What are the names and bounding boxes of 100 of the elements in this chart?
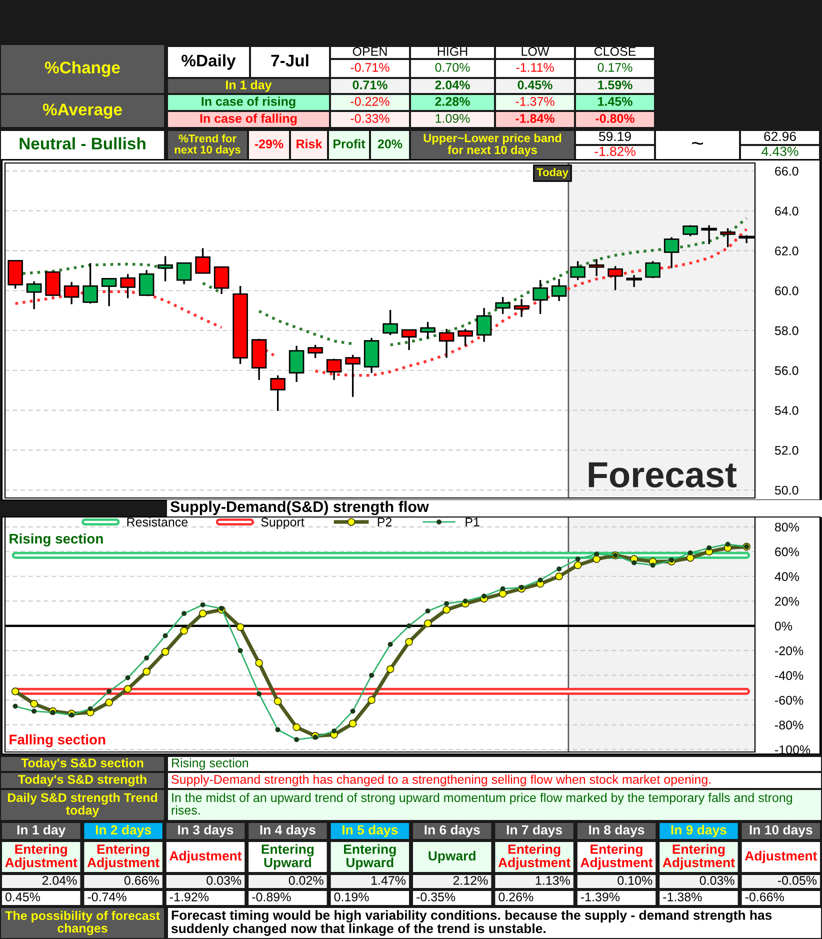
text: In 9 days xyxy=(671,824,726,838)
text: 1.47% xyxy=(372,876,406,885)
legend-label: Resistance xyxy=(127,517,188,526)
text: OPEN xyxy=(352,47,387,56)
text: -1.92% xyxy=(170,892,209,902)
text: In 2 days xyxy=(96,824,151,838)
text: Today's S&D strength xyxy=(18,774,146,786)
text: Neutral - Bullish xyxy=(20,137,146,150)
text: In 6 days xyxy=(424,824,480,838)
y-tick-label: 56.0 xyxy=(774,366,798,376)
text: -1.84% xyxy=(516,114,554,123)
text: Entering Adjustment xyxy=(87,844,160,870)
text: 20% xyxy=(378,140,402,148)
text: -29% xyxy=(254,140,284,148)
text: Entering Adjustment xyxy=(498,844,570,870)
text: 0.19% xyxy=(334,892,369,902)
text: %Change xyxy=(44,61,120,77)
text: 0.17% xyxy=(598,63,632,72)
text: Upper~Lower price band for next 10 days xyxy=(424,134,562,156)
text: 1.09% xyxy=(436,114,470,123)
text: Entering Upward xyxy=(344,844,396,870)
y-tick-label: -80% xyxy=(775,720,804,730)
text: 2.12% xyxy=(453,876,488,885)
text: -0.35% xyxy=(416,892,456,902)
text: 59.19 xyxy=(599,132,631,142)
text: HIGH xyxy=(438,47,468,56)
y-tick-label: 62.0 xyxy=(775,246,798,256)
text: Upward xyxy=(428,850,476,864)
text: 62.96 xyxy=(764,132,796,142)
text: 0.45% xyxy=(5,892,40,902)
y-tick-label: 66.0 xyxy=(775,166,798,176)
legend-label: P2 xyxy=(378,518,392,526)
y-tick-label: 64.0 xyxy=(775,206,798,216)
y-tick-label: 52.0 xyxy=(774,446,798,455)
annotation: Rising section xyxy=(10,533,103,546)
y-tick-label: 60.0 xyxy=(775,286,798,296)
text: In 8 days xyxy=(589,824,644,838)
text: -0.74% xyxy=(88,892,126,902)
annotation: Falling section xyxy=(10,734,106,748)
text: In 1 day xyxy=(226,80,272,92)
text: 0.10% xyxy=(618,876,652,885)
y-tick-label: 50.0 xyxy=(774,486,798,495)
y-tick-label: 0% xyxy=(774,622,792,630)
text: 0.26% xyxy=(498,892,534,902)
text: -1.39% xyxy=(580,892,620,902)
annotation: Forecast xyxy=(588,462,737,488)
text: LOW xyxy=(522,47,550,56)
text: 4.43% xyxy=(762,146,798,156)
chart-title: Supply-Demand(S&D) strength flow xyxy=(170,500,429,516)
text: -0.80% xyxy=(596,114,634,123)
text: 2.28% xyxy=(435,97,470,106)
y-tick-label: -20% xyxy=(775,646,804,656)
text: Supply-Demand strength has changed to a strengthening selling flow when stock market opening. xyxy=(172,774,710,786)
text: Profit xyxy=(334,139,366,148)
text: ~ xyxy=(692,142,703,145)
text: Risk xyxy=(296,139,322,148)
text: 1.59% xyxy=(598,80,632,90)
text: In 10 days xyxy=(750,824,812,838)
text: -0.22% xyxy=(350,97,390,106)
text: Entering Adjustment xyxy=(662,844,735,870)
text: In case of falling xyxy=(200,114,297,126)
text: -0.05% xyxy=(778,876,817,885)
y-tick-label: 20% xyxy=(775,596,800,606)
text: 0.70% xyxy=(435,63,470,72)
text: Entering Upward xyxy=(262,844,314,870)
text: -1.37% xyxy=(516,97,554,106)
text: 0.03% xyxy=(700,876,734,885)
text: Daily S&D strength Trend today xyxy=(8,792,158,818)
y-tick-label: 58.0 xyxy=(774,326,798,336)
y-tick-label: 60% xyxy=(775,547,800,556)
text: -0.71% xyxy=(350,63,390,72)
text: In 4 days xyxy=(260,824,316,838)
text: In 5 days xyxy=(342,824,398,838)
y-tick-label: 54.0 xyxy=(774,406,798,415)
text: -0.89% xyxy=(252,892,291,902)
text: Entering Adjustment xyxy=(580,844,653,870)
legend-label: P1 xyxy=(466,518,480,526)
text: 0.45% xyxy=(518,80,552,90)
y-tick-label: 80% xyxy=(774,522,800,532)
text: 0.71% xyxy=(352,80,388,90)
text: 2.04% xyxy=(435,80,470,90)
text: -1.38% xyxy=(663,892,702,902)
y-tick-label: -40% xyxy=(775,671,804,680)
text: %Average xyxy=(42,104,122,119)
text: %Daily xyxy=(182,54,236,70)
y-tick-label: 40% xyxy=(774,572,800,582)
text: -0.66% xyxy=(745,892,784,902)
text: 0.03% xyxy=(206,876,242,885)
text: Adjustment xyxy=(744,850,818,864)
text: 7-Jul xyxy=(271,54,308,66)
text: 1.45% xyxy=(598,97,632,106)
y-tick-label: -60% xyxy=(775,696,804,705)
text: -1.82% xyxy=(594,146,636,156)
text: The possibility of forecast changes xyxy=(5,910,160,936)
text: In 1 day xyxy=(17,824,66,838)
text: In 7 days xyxy=(506,824,562,838)
text: CLOSE xyxy=(594,47,636,56)
text: -0.33% xyxy=(350,114,390,123)
text: In the midst of an upward trend of strong upward momentum price flow marked by the temporary falls and strong rises. xyxy=(172,792,792,815)
text: %Trend for next 10 days xyxy=(174,134,240,156)
